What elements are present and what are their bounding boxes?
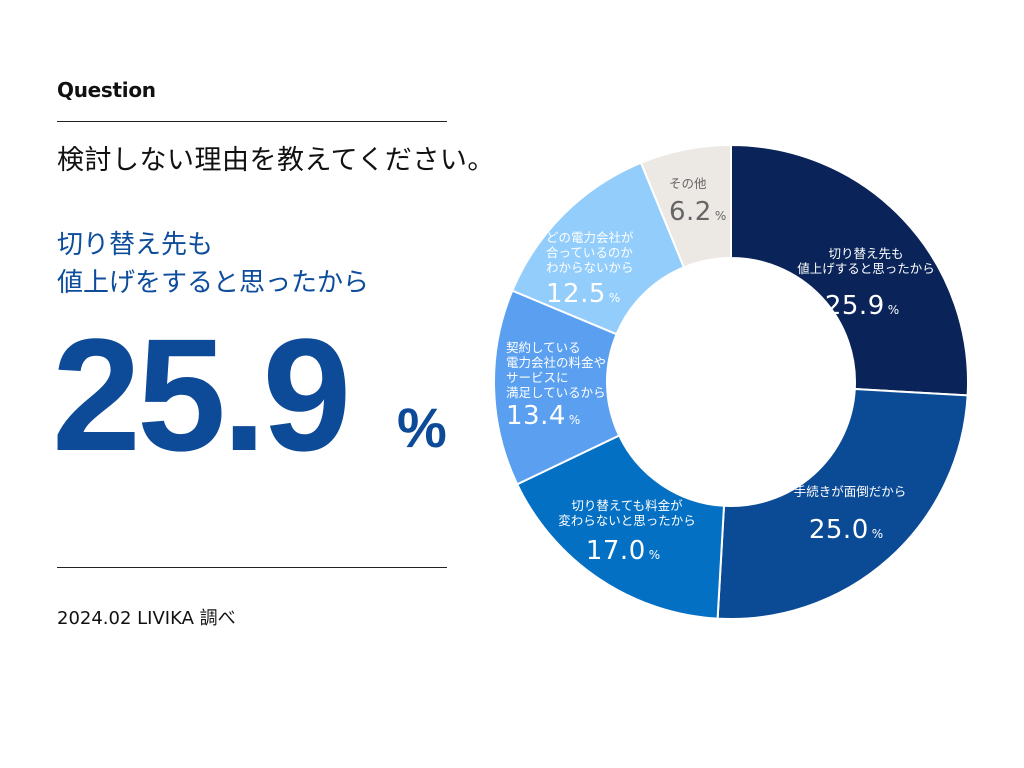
slice-value: 17.0% bbox=[586, 536, 660, 566]
slice-label-line: 満足しているから bbox=[506, 385, 606, 400]
slice-label-line: その他 bbox=[669, 176, 707, 191]
slice-label-line: わからないから bbox=[546, 260, 634, 275]
slice-label-line: サービスに bbox=[506, 370, 569, 385]
highlight-label: 切り替え先も 値上げをすると思ったから bbox=[57, 226, 369, 302]
slice-label-line: どの電力会社が bbox=[546, 230, 634, 245]
bottom-divider bbox=[57, 567, 447, 568]
donut-slice-3 bbox=[515, 434, 726, 620]
highlight-value: 25.9 bbox=[52, 305, 351, 484]
donut-slice-6 bbox=[639, 143, 732, 269]
highlight-label-line2: 値上げをすると思ったから bbox=[57, 268, 370, 298]
slice-value: 13.4% bbox=[506, 401, 580, 431]
slice-label-line: 契約している bbox=[506, 340, 581, 355]
slice-label-2: 手続きが面倒だから 25.0% bbox=[794, 484, 907, 545]
slice-label-line: 切り替えても料金が bbox=[571, 498, 683, 513]
slice-value: 12.5% bbox=[546, 279, 620, 309]
donut-slice-2 bbox=[716, 387, 969, 620]
slice-label-line: 手続きが面倒だから bbox=[794, 484, 907, 499]
slice-value: 6.2% bbox=[669, 197, 726, 227]
source-note: 2024.02 LIVIKA 調べ bbox=[57, 608, 236, 629]
highlight-label-line1: 切り替え先も bbox=[57, 230, 214, 260]
slice-value: 25.9% bbox=[825, 291, 899, 321]
slice-label-line: 変わらないと思ったから bbox=[558, 513, 696, 528]
slice-label-line: 切り替え先も bbox=[828, 246, 903, 261]
top-divider bbox=[57, 121, 447, 122]
slice-label-6: その他 6.2% bbox=[669, 176, 726, 227]
donut-slice-1 bbox=[730, 143, 969, 397]
slice-label-line: 合っているのか bbox=[546, 245, 633, 260]
question-text: 検討しない理由を教えてください。 bbox=[57, 145, 495, 176]
slice-value: 25.0% bbox=[809, 515, 883, 545]
slice-label-line: 値上げすると思ったから bbox=[797, 261, 935, 276]
slice-label-line: 電力会社の料金や bbox=[506, 355, 606, 370]
question-label: Question bbox=[57, 78, 156, 102]
highlight-unit: % bbox=[397, 396, 447, 459]
